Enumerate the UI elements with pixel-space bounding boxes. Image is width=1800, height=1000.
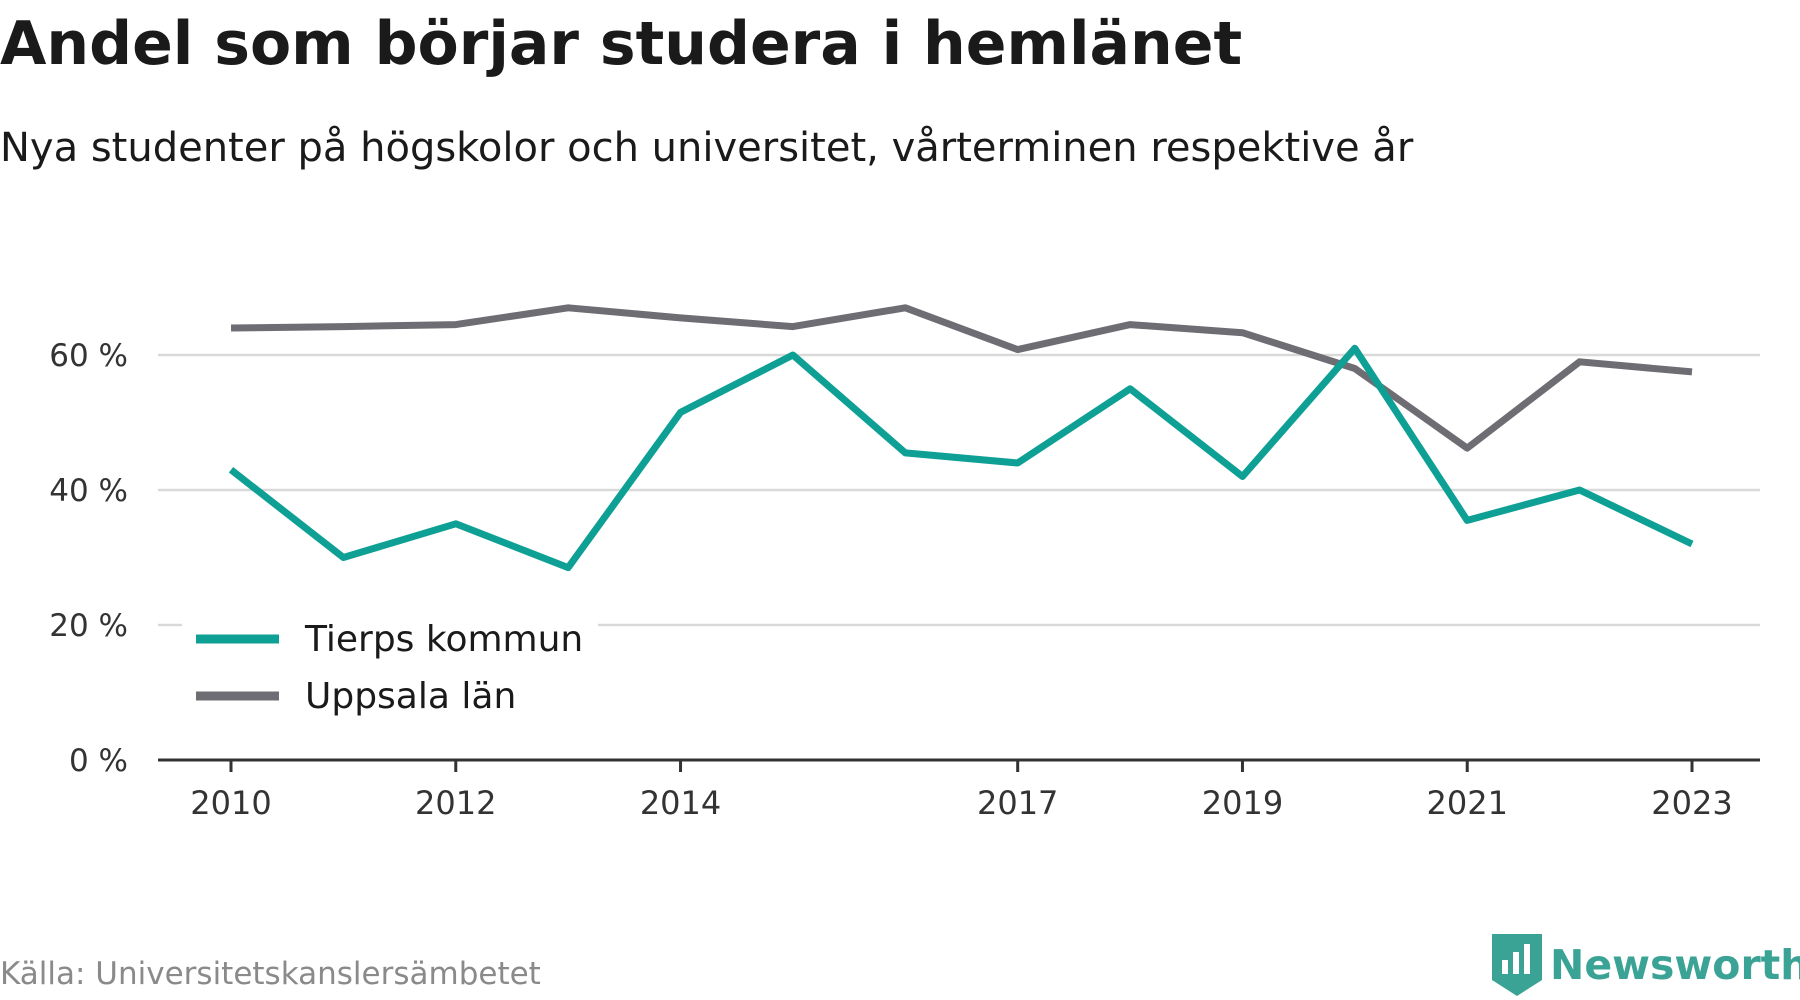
y-tick-label: 60 % bbox=[49, 338, 128, 374]
x-tick-label: 2010 bbox=[190, 784, 271, 822]
x-tick-label: 2019 bbox=[1202, 784, 1283, 822]
x-tick-label: 2017 bbox=[977, 784, 1058, 822]
legend-label: Uppsala län bbox=[305, 676, 516, 717]
y-tick-label: 40 % bbox=[49, 473, 128, 509]
legend-label: Tierps kommun bbox=[304, 619, 583, 660]
x-tick-label: 2023 bbox=[1651, 784, 1732, 822]
series-line-uppsala-lan bbox=[230, 304, 1693, 452]
y-tick-label: 0 % bbox=[69, 743, 128, 779]
legend-background bbox=[182, 608, 598, 726]
source-note: Källa: Universitetskanslersämbetet bbox=[0, 956, 541, 992]
x-tick-label: 2021 bbox=[1427, 784, 1508, 822]
x-tick-label: 2012 bbox=[415, 784, 496, 822]
series-line-tierps-kommun bbox=[228, 344, 1694, 572]
x-tick-label: 2014 bbox=[640, 784, 721, 822]
brand-name: Newsworthy bbox=[1550, 941, 1800, 989]
chart-title: Andel som börjar studera i hemlänet bbox=[0, 9, 1243, 79]
brand-logo: Newsworthy bbox=[1492, 934, 1800, 996]
newsworthy-logo-icon bbox=[1492, 934, 1542, 996]
chart-subtitle: Nya studenter på högskolor och universit… bbox=[0, 125, 1414, 171]
y-tick-label: 20 % bbox=[49, 608, 128, 644]
